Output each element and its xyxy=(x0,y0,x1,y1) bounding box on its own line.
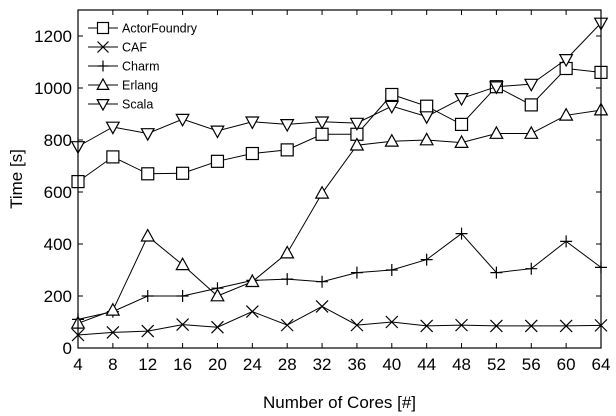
legend-marker xyxy=(98,23,109,34)
series-charm xyxy=(72,228,607,326)
legend-label: ActorFoundry xyxy=(122,22,198,36)
data-point xyxy=(386,264,398,276)
data-point xyxy=(281,247,294,258)
series-line xyxy=(78,234,601,320)
x-tick-label: 24 xyxy=(243,355,262,374)
y-tick-label: 200 xyxy=(44,287,72,306)
data-point xyxy=(455,94,468,105)
data-point xyxy=(246,148,258,160)
x-tick-label: 8 xyxy=(108,355,117,374)
data-point xyxy=(456,118,468,130)
data-point xyxy=(211,155,223,167)
data-point xyxy=(525,263,537,275)
data-point xyxy=(525,79,538,90)
data-point xyxy=(316,187,329,198)
data-point xyxy=(316,300,328,312)
x-tick-label: 64 xyxy=(592,355,611,374)
data-point xyxy=(421,100,433,112)
legend-label: Erlang xyxy=(122,79,158,93)
x-tick-label: 32 xyxy=(313,355,332,374)
data-point xyxy=(142,290,154,302)
data-point xyxy=(316,128,328,140)
x-tick-label: 40 xyxy=(382,355,401,374)
y-tick-label: 400 xyxy=(44,235,72,254)
legend-entry: Scala xyxy=(88,98,153,112)
data-point xyxy=(141,129,154,140)
data-point xyxy=(281,120,294,131)
data-point xyxy=(421,254,433,266)
series-line xyxy=(78,306,601,335)
x-tick-label: 56 xyxy=(522,355,541,374)
x-tick-label: 36 xyxy=(347,355,366,374)
data-point xyxy=(177,290,189,302)
legend-marker xyxy=(97,100,109,110)
x-tick-label: 4 xyxy=(73,355,82,374)
legend-entry: ActorFoundry xyxy=(88,22,198,36)
data-point xyxy=(386,135,399,146)
data-point xyxy=(490,127,503,138)
data-point xyxy=(107,151,119,163)
data-point xyxy=(176,258,189,269)
data-point xyxy=(176,114,189,125)
data-point xyxy=(316,117,329,128)
data-point xyxy=(281,319,293,331)
y-axis-title: Time [s] xyxy=(7,149,26,209)
x-tick-label: 28 xyxy=(278,355,297,374)
x-tick-label: 52 xyxy=(487,355,506,374)
legend-entry: CAF xyxy=(88,41,147,55)
x-tick-label: 60 xyxy=(557,355,576,374)
legend-label: Charm xyxy=(122,60,160,74)
legend-marker xyxy=(98,61,109,72)
y-tick-label: 600 xyxy=(44,183,72,202)
y-tick-label: 0 xyxy=(63,339,72,358)
data-point xyxy=(525,127,538,138)
data-point xyxy=(525,99,537,111)
x-axis-title: Number of Cores [#] xyxy=(263,393,416,412)
data-point xyxy=(281,273,293,285)
data-point xyxy=(142,168,154,180)
data-point xyxy=(211,126,224,137)
legend-entry: Charm xyxy=(88,60,160,74)
legend-marker xyxy=(97,79,109,89)
data-point xyxy=(211,289,224,300)
data-point xyxy=(386,89,398,101)
series-line xyxy=(78,110,601,323)
x-tick-label: 44 xyxy=(417,355,436,374)
legend-label: CAF xyxy=(122,41,147,55)
legend: ActorFoundry CAF Charm Erlang Scala xyxy=(88,22,198,112)
data-point xyxy=(141,230,154,241)
legend-label: Scala xyxy=(122,98,153,112)
y-tick-label: 800 xyxy=(44,131,72,150)
x-tick-label: 16 xyxy=(173,355,192,374)
data-point xyxy=(281,144,293,156)
data-point xyxy=(420,112,433,123)
data-point xyxy=(316,276,328,288)
x-tick-label: 12 xyxy=(138,355,157,374)
data-point xyxy=(177,167,189,179)
y-tick-label: 1000 xyxy=(34,79,72,98)
legend-entry: Erlang xyxy=(88,79,158,93)
data-point xyxy=(560,235,572,247)
y-tick-label: 1200 xyxy=(34,27,72,46)
x-tick-label: 20 xyxy=(208,355,227,374)
x-tick-label: 48 xyxy=(452,355,471,374)
series-erlang xyxy=(72,104,608,329)
data-point xyxy=(420,133,433,144)
data-point xyxy=(246,306,258,318)
series-caf xyxy=(72,300,607,341)
data-point xyxy=(351,267,363,279)
